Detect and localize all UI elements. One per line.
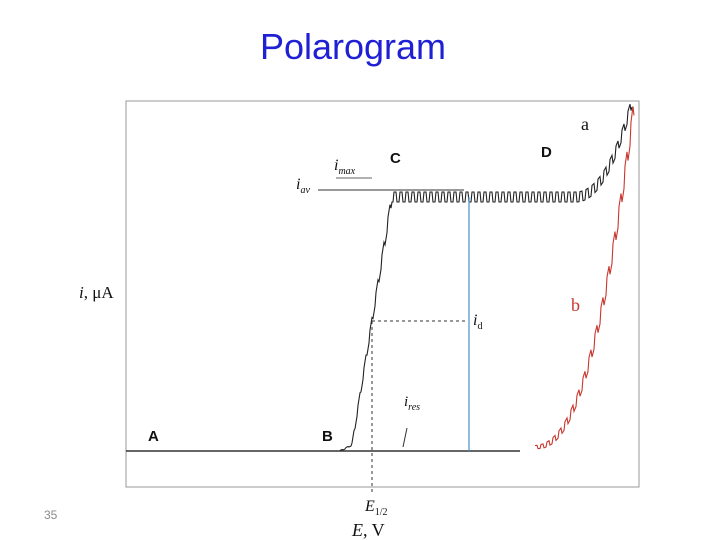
label-point-a: A [148, 428, 159, 445]
label-point-b: B [322, 428, 333, 445]
ires-leader [402, 427, 408, 448]
page-number: 35 [44, 508, 58, 522]
label-curve-a: a [581, 114, 589, 134]
label-point-d: D [541, 144, 552, 161]
slide-title: Polarogram [259, 26, 447, 67]
x-axis-label: E, V [351, 520, 385, 540]
label-e-half: E1/2 [364, 498, 388, 518]
label-i-d: id [473, 312, 482, 332]
plot-frame [125, 100, 640, 488]
curve-a [339, 104, 633, 451]
y-axis-label: i, μA [79, 283, 114, 302]
label-curve-b: b [571, 295, 580, 315]
curve-b [534, 106, 635, 450]
label-point-c: C [390, 150, 401, 167]
